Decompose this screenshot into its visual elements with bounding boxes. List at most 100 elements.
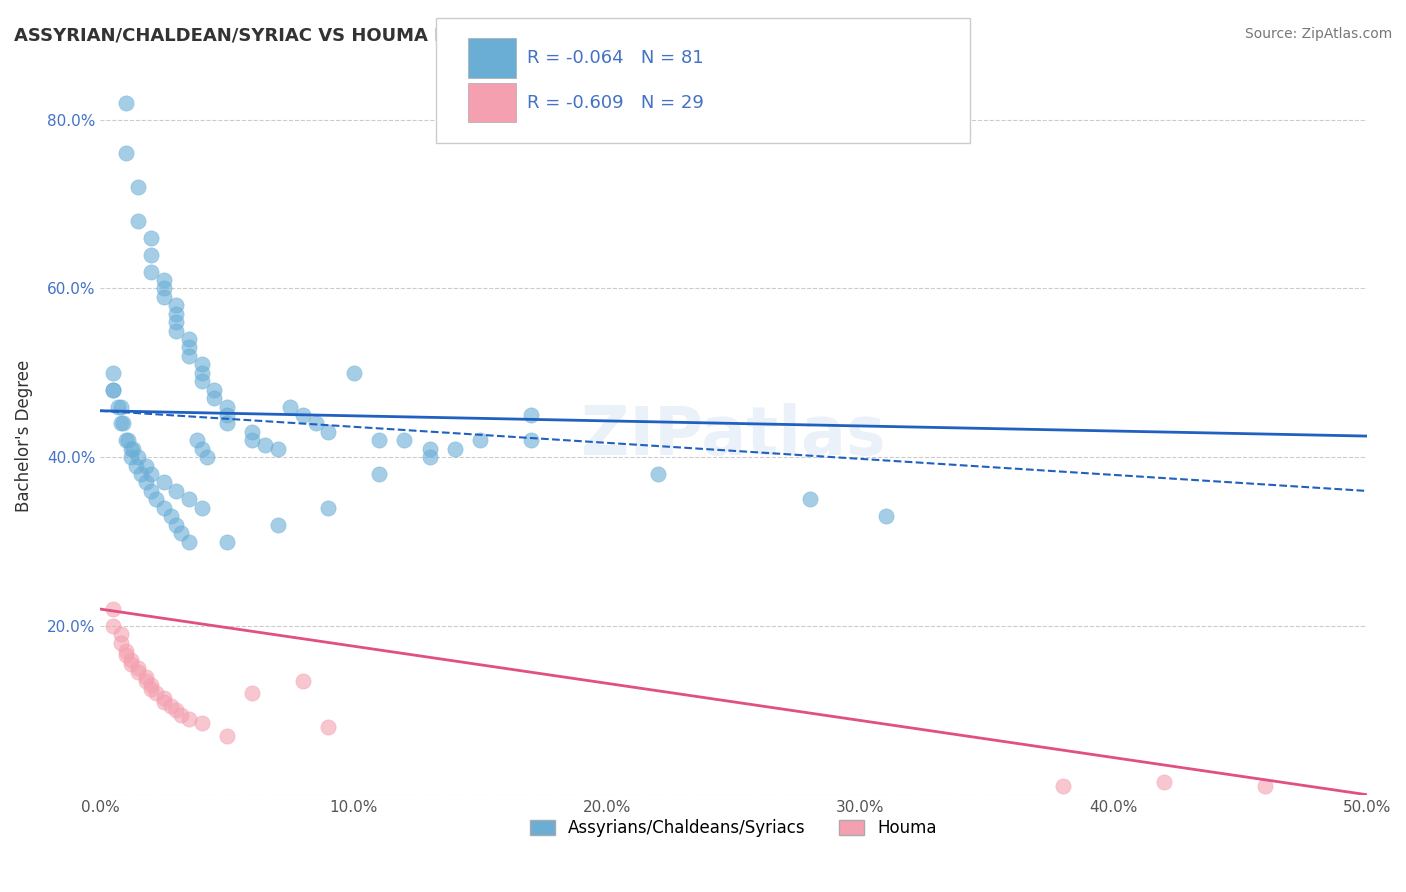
Point bbox=[240, 686, 263, 700]
Point bbox=[145, 492, 167, 507]
Point bbox=[170, 526, 193, 541]
Point bbox=[177, 332, 200, 346]
Point bbox=[139, 483, 162, 498]
Point bbox=[165, 324, 187, 338]
Point bbox=[110, 636, 132, 650]
Point bbox=[190, 366, 212, 380]
Point bbox=[129, 467, 152, 481]
Point bbox=[101, 383, 124, 397]
Point bbox=[114, 644, 136, 658]
Point bbox=[101, 383, 124, 397]
Point bbox=[470, 434, 492, 448]
Point bbox=[152, 500, 174, 515]
Point bbox=[190, 716, 212, 731]
Point bbox=[1254, 779, 1277, 793]
Point bbox=[266, 442, 288, 456]
Point bbox=[1153, 775, 1175, 789]
Point bbox=[112, 417, 135, 431]
Point bbox=[165, 517, 187, 532]
Point bbox=[647, 467, 669, 481]
Point bbox=[215, 729, 238, 743]
Point bbox=[114, 648, 136, 663]
Point bbox=[114, 434, 136, 448]
Point bbox=[127, 665, 149, 680]
Text: R = -0.609   N = 29: R = -0.609 N = 29 bbox=[527, 94, 704, 112]
Point bbox=[215, 400, 238, 414]
Text: ASSYRIAN/CHALDEAN/SYRIAC VS HOUMA BACHELOR'S DEGREE CORRELATION CHART: ASSYRIAN/CHALDEAN/SYRIAC VS HOUMA BACHEL… bbox=[14, 27, 869, 45]
Point bbox=[110, 627, 132, 641]
Point bbox=[195, 450, 218, 465]
Point bbox=[139, 682, 162, 697]
Point bbox=[120, 442, 142, 456]
Point bbox=[135, 669, 157, 683]
Point bbox=[117, 434, 139, 448]
Point bbox=[170, 707, 193, 722]
Point bbox=[190, 374, 212, 388]
Point bbox=[190, 357, 212, 371]
Point bbox=[135, 475, 157, 490]
Point bbox=[107, 400, 129, 414]
Point bbox=[316, 425, 339, 439]
Point bbox=[127, 661, 149, 675]
Point bbox=[202, 383, 225, 397]
Point bbox=[152, 281, 174, 295]
Point bbox=[316, 720, 339, 734]
Point bbox=[122, 442, 145, 456]
Point bbox=[278, 400, 301, 414]
Point bbox=[135, 673, 157, 688]
Point bbox=[120, 657, 142, 671]
Text: Source: ZipAtlas.com: Source: ZipAtlas.com bbox=[1244, 27, 1392, 41]
Point bbox=[177, 712, 200, 726]
Point bbox=[875, 509, 897, 524]
Point bbox=[202, 391, 225, 405]
Point bbox=[120, 653, 142, 667]
Point bbox=[165, 703, 187, 717]
Legend: Assyrians/Chaldeans/Syriacs, Houma: Assyrians/Chaldeans/Syriacs, Houma bbox=[523, 813, 943, 844]
Point bbox=[177, 534, 200, 549]
Point bbox=[152, 290, 174, 304]
Point bbox=[160, 699, 183, 714]
Point bbox=[127, 450, 149, 465]
Point bbox=[165, 315, 187, 329]
Point bbox=[114, 95, 136, 110]
Point bbox=[177, 492, 200, 507]
Point bbox=[799, 492, 821, 507]
Point bbox=[520, 434, 543, 448]
Point bbox=[145, 686, 167, 700]
Text: ZIPatlas: ZIPatlas bbox=[581, 403, 886, 469]
Point bbox=[135, 458, 157, 473]
Point bbox=[139, 467, 162, 481]
Point bbox=[165, 483, 187, 498]
Point bbox=[110, 417, 132, 431]
Point bbox=[266, 517, 288, 532]
Point bbox=[444, 442, 467, 456]
Point bbox=[240, 425, 263, 439]
Point bbox=[114, 146, 136, 161]
Point bbox=[291, 673, 314, 688]
Point bbox=[125, 458, 148, 473]
Point bbox=[1052, 779, 1074, 793]
Point bbox=[215, 408, 238, 422]
Point bbox=[152, 690, 174, 705]
Point bbox=[152, 273, 174, 287]
Point bbox=[419, 450, 441, 465]
Point bbox=[367, 467, 389, 481]
Point bbox=[253, 437, 276, 451]
Point bbox=[139, 678, 162, 692]
Point bbox=[291, 408, 314, 422]
Point bbox=[419, 442, 441, 456]
Point bbox=[165, 298, 187, 312]
Y-axis label: Bachelor's Degree: Bachelor's Degree bbox=[15, 360, 32, 512]
Point bbox=[342, 366, 364, 380]
Point bbox=[101, 366, 124, 380]
Point bbox=[139, 247, 162, 261]
Point bbox=[152, 695, 174, 709]
Point bbox=[215, 417, 238, 431]
Point bbox=[190, 500, 212, 515]
Point bbox=[101, 619, 124, 633]
Point bbox=[190, 442, 212, 456]
Point bbox=[101, 602, 124, 616]
Point bbox=[215, 534, 238, 549]
Point bbox=[127, 180, 149, 194]
Point bbox=[127, 214, 149, 228]
